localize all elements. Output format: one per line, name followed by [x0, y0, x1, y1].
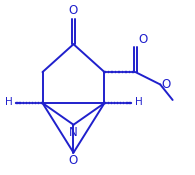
Text: O: O: [69, 4, 78, 17]
Text: O: O: [161, 78, 171, 91]
Text: H: H: [5, 97, 12, 107]
Text: N: N: [69, 126, 78, 139]
Text: O: O: [138, 33, 147, 46]
Text: H: H: [135, 97, 142, 107]
Text: O: O: [69, 154, 78, 167]
